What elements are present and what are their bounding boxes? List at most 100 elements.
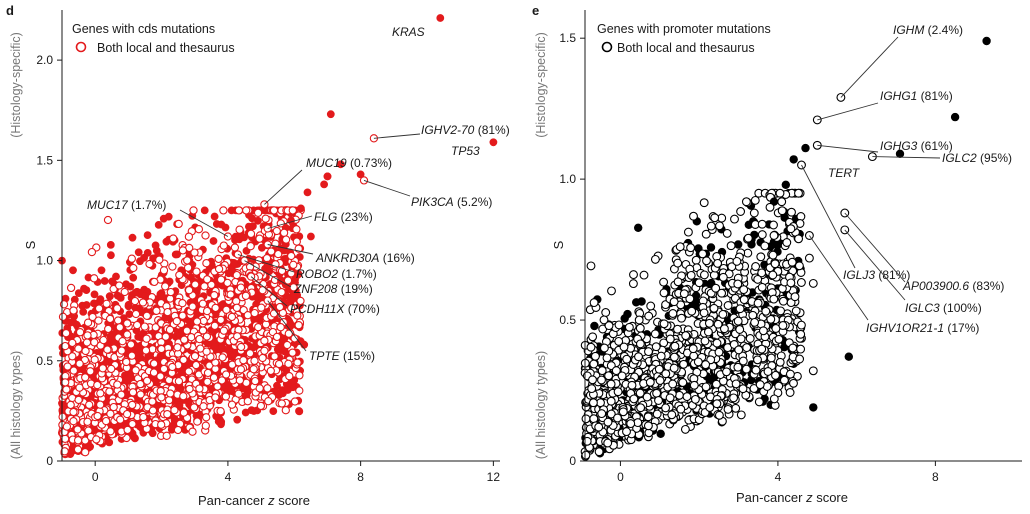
data-point <box>124 374 133 383</box>
data-point <box>714 410 724 420</box>
data-point <box>627 380 637 390</box>
x-tick-label: 12 <box>487 470 501 484</box>
gene-label-muc19: MUC19 (0.73%) <box>306 156 392 170</box>
y-tick-label: 0.5 <box>36 354 53 368</box>
data-point <box>184 232 194 241</box>
panel-d: d Genes with cds mutations Both local an… <box>6 3 510 508</box>
data-point <box>227 400 237 409</box>
data-point <box>253 216 262 225</box>
data-point <box>713 319 723 329</box>
data-point <box>163 410 172 419</box>
data-point <box>635 339 645 349</box>
data-point <box>101 416 111 426</box>
data-point <box>107 251 115 260</box>
data-point <box>94 316 103 325</box>
data-point <box>221 370 231 379</box>
data-point <box>656 429 665 438</box>
data-point <box>735 325 745 334</box>
data-point <box>804 253 814 263</box>
data-point <box>235 376 245 385</box>
data-point <box>281 406 290 415</box>
data-point <box>68 338 77 348</box>
data-point <box>635 323 645 333</box>
data-point <box>778 321 788 330</box>
data-point <box>163 307 172 317</box>
data-point <box>106 292 114 301</box>
data-point <box>295 407 303 415</box>
data-point <box>244 222 253 231</box>
data-point <box>769 294 779 304</box>
data-point <box>58 312 68 321</box>
data-point <box>175 270 184 280</box>
data-point <box>766 353 776 363</box>
data-point <box>715 221 724 231</box>
data-point <box>188 302 197 311</box>
data-point <box>982 36 991 46</box>
data-point <box>681 331 691 341</box>
data-point <box>83 417 92 426</box>
data-point <box>113 304 122 313</box>
y-tick-label: 1.5 <box>559 31 576 45</box>
data-point <box>166 389 175 398</box>
data-point <box>164 396 174 405</box>
data-point <box>581 450 591 460</box>
data-point <box>117 390 126 399</box>
data-point <box>292 237 301 246</box>
leader-line <box>872 156 941 159</box>
gene-point-ighg1 <box>812 115 822 125</box>
data-point <box>645 377 655 387</box>
data-point <box>66 283 76 293</box>
data-point <box>785 369 795 379</box>
data-point <box>281 235 291 244</box>
data-point <box>203 377 212 386</box>
data-point <box>129 263 138 273</box>
data-point <box>81 373 90 382</box>
data-point <box>669 363 679 373</box>
data-point <box>267 247 276 256</box>
data-point <box>801 143 810 153</box>
data-point <box>168 262 177 271</box>
data-point <box>194 225 204 234</box>
y-axis-top-note: (Histology-specific) <box>9 32 23 138</box>
panel-letter: e <box>532 3 539 18</box>
data-point <box>690 394 700 404</box>
data-point <box>209 237 218 245</box>
data-point <box>667 410 677 420</box>
data-point <box>713 258 723 268</box>
data-point <box>222 305 231 314</box>
gene-label-pcdh11x: PCDH11X (70%) <box>290 302 380 316</box>
data-point <box>83 331 92 340</box>
data-point <box>219 241 228 250</box>
data-point <box>753 355 762 365</box>
y-axis-bottom-note: (All histology types) <box>534 351 548 459</box>
data-point <box>192 267 201 276</box>
data-point <box>581 414 591 424</box>
data-point <box>98 364 107 373</box>
data-point <box>227 312 237 322</box>
data-point <box>179 392 188 401</box>
data-point <box>169 234 178 243</box>
data-point <box>320 180 328 189</box>
data-point <box>698 249 708 259</box>
data-point <box>210 321 219 330</box>
data-point <box>255 384 264 393</box>
data-point <box>732 256 742 266</box>
data-point <box>699 308 709 318</box>
data-point <box>785 388 795 397</box>
gene-label-ighv2-70: IGHV2-70 (81%) <box>421 123 510 137</box>
data-point <box>743 233 753 243</box>
gene-label-iglc3: IGLC3 (100%) <box>905 301 982 315</box>
data-point <box>809 403 818 412</box>
data-point <box>249 365 258 374</box>
data-point <box>703 327 713 337</box>
gene-point-kras <box>436 14 445 22</box>
data-point <box>723 301 733 310</box>
data-point <box>168 362 177 372</box>
data-point <box>92 435 101 444</box>
data-point <box>733 316 743 326</box>
data-point <box>599 343 609 353</box>
data-point <box>193 417 202 426</box>
panel-letter: d <box>6 3 14 18</box>
data-point <box>90 299 98 308</box>
data-point <box>221 392 231 401</box>
